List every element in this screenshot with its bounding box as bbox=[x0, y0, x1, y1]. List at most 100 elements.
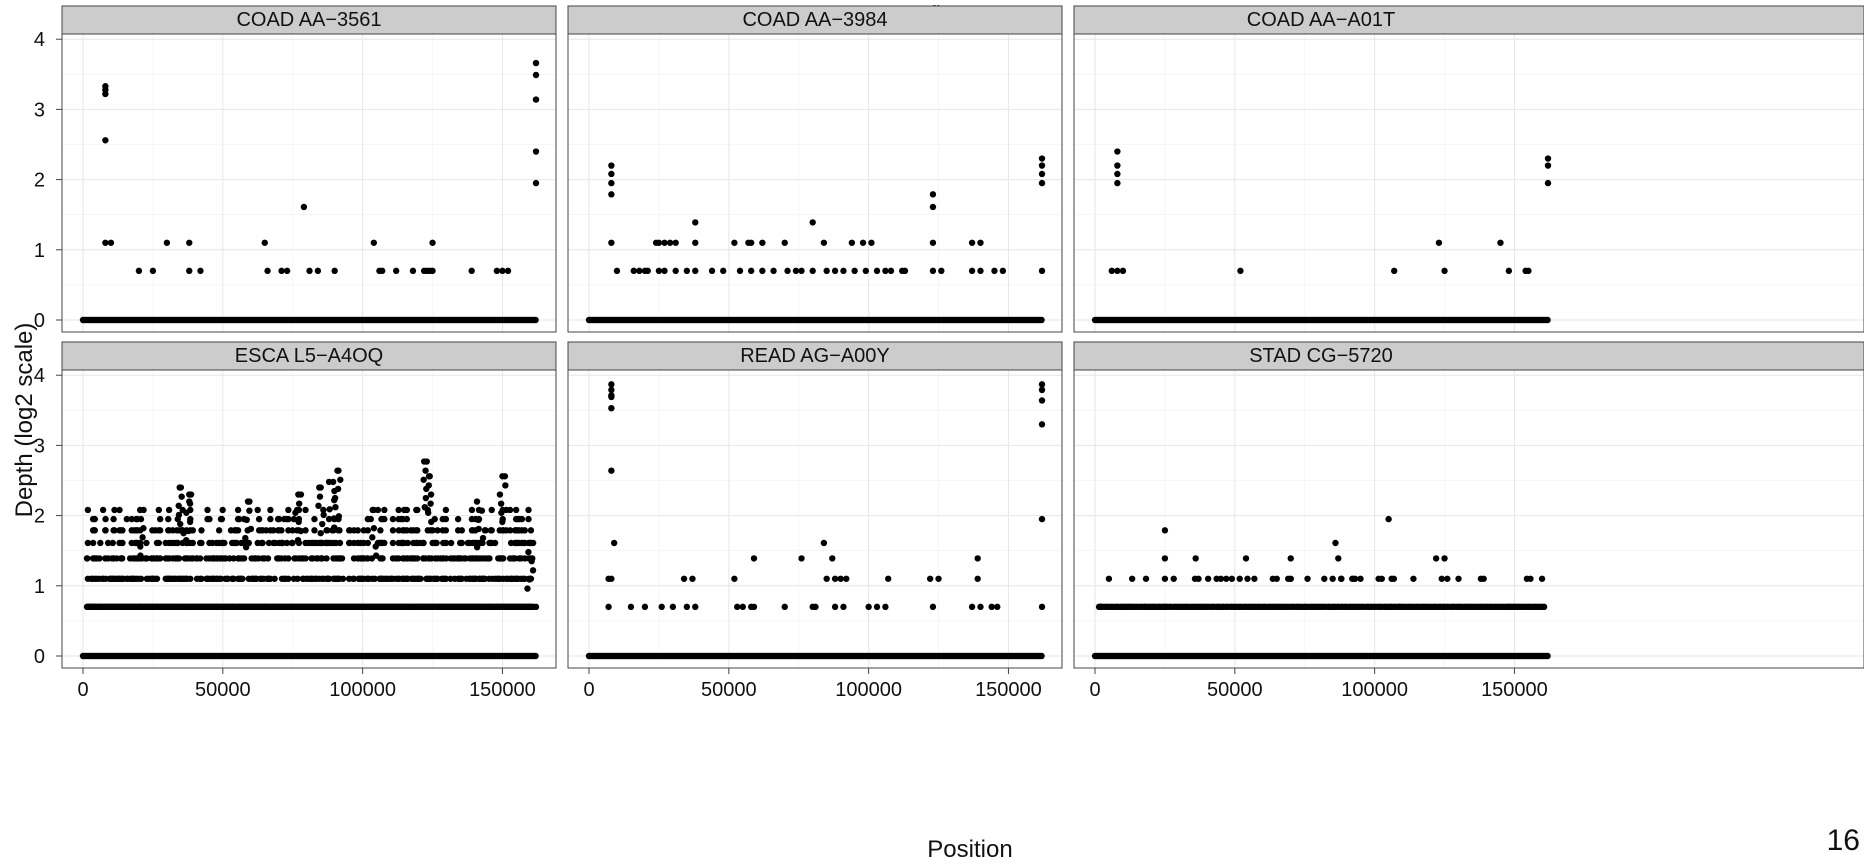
data-point bbox=[605, 603, 612, 611]
data-point bbox=[434, 527, 441, 534]
data-point bbox=[630, 267, 637, 275]
data-point bbox=[243, 516, 250, 524]
data-point bbox=[389, 539, 397, 547]
data-point bbox=[1273, 575, 1280, 582]
data-point bbox=[153, 575, 161, 582]
data-point bbox=[156, 515, 164, 523]
data-point bbox=[414, 555, 421, 562]
data-point bbox=[295, 500, 303, 507]
data-point bbox=[102, 527, 109, 534]
data-point bbox=[991, 267, 998, 275]
data-point bbox=[420, 458, 428, 465]
data-point bbox=[337, 476, 344, 483]
data-point bbox=[335, 513, 343, 520]
data-point bbox=[123, 515, 131, 523]
data-point bbox=[929, 603, 937, 611]
data-point bbox=[475, 525, 482, 533]
y-tick-label: 0 bbox=[34, 310, 45, 332]
data-point bbox=[532, 71, 540, 79]
data-point bbox=[1378, 575, 1385, 582]
data-point bbox=[798, 267, 805, 275]
data-point bbox=[968, 239, 976, 246]
data-point bbox=[422, 467, 429, 474]
data-point bbox=[868, 239, 875, 246]
data-point bbox=[770, 267, 777, 275]
data-point bbox=[110, 515, 117, 523]
data-point bbox=[137, 552, 144, 559]
data-point bbox=[521, 527, 528, 534]
data-point bbox=[198, 539, 205, 547]
data-point bbox=[500, 555, 507, 562]
data-point bbox=[929, 203, 937, 211]
data-point bbox=[84, 539, 92, 547]
facet-strip-label: COAD AA−3984 bbox=[742, 9, 887, 31]
data-point bbox=[1105, 575, 1113, 582]
data-point bbox=[479, 534, 487, 542]
data-point bbox=[1038, 397, 1046, 404]
data-point bbox=[518, 515, 526, 523]
data-point bbox=[429, 267, 436, 275]
data-point bbox=[1304, 575, 1311, 582]
data-point bbox=[155, 506, 163, 514]
data-point bbox=[428, 518, 435, 526]
data-point bbox=[242, 543, 250, 551]
data-point bbox=[285, 515, 292, 523]
data-point bbox=[1438, 575, 1445, 582]
data-point bbox=[389, 515, 397, 523]
data-point bbox=[692, 267, 699, 275]
facet-border bbox=[567, 33, 1063, 333]
data-point bbox=[1321, 575, 1328, 582]
data-point bbox=[1527, 575, 1534, 582]
data-point bbox=[429, 239, 436, 246]
data-point bbox=[1357, 575, 1364, 582]
data-point bbox=[221, 539, 228, 547]
data-point bbox=[1432, 555, 1440, 562]
data-point bbox=[692, 239, 699, 246]
data-point bbox=[1332, 539, 1339, 547]
data-point bbox=[102, 515, 109, 523]
data-point bbox=[403, 515, 411, 523]
data-point bbox=[1544, 155, 1552, 162]
data-point bbox=[424, 509, 432, 516]
data-point bbox=[156, 527, 164, 534]
data-point bbox=[496, 491, 504, 498]
data-point bbox=[395, 506, 402, 514]
data-point bbox=[285, 555, 292, 562]
data-point bbox=[1511, 603, 1518, 611]
data-point bbox=[731, 239, 738, 246]
x-tick-label: 150000 bbox=[469, 679, 536, 701]
data-point bbox=[331, 524, 338, 531]
x-tick-label: 0 bbox=[77, 679, 88, 701]
data-point bbox=[186, 239, 193, 246]
data-point bbox=[320, 506, 327, 514]
data-point bbox=[666, 239, 674, 246]
data-point bbox=[409, 267, 417, 275]
data-point bbox=[187, 575, 194, 582]
data-point bbox=[1544, 652, 1551, 660]
data-point bbox=[99, 575, 106, 582]
data-point bbox=[102, 239, 109, 246]
data-point bbox=[1192, 555, 1199, 562]
facet-strip-label: ESCA L5−A4OQ bbox=[235, 345, 383, 367]
facet-strip bbox=[1073, 5, 1864, 35]
data-point bbox=[837, 575, 844, 582]
data-point bbox=[532, 179, 540, 187]
x-tick-label: 100000 bbox=[329, 679, 396, 701]
data-point bbox=[1351, 575, 1359, 582]
data-point bbox=[442, 555, 450, 562]
x-axis-title: Position bbox=[927, 836, 1012, 863]
data-point bbox=[331, 267, 338, 275]
data-point bbox=[486, 555, 493, 562]
data-point bbox=[1525, 267, 1532, 275]
data-point bbox=[708, 267, 716, 275]
data-point bbox=[334, 467, 341, 474]
data-point bbox=[163, 239, 171, 246]
data-point bbox=[264, 267, 271, 275]
facet-plot-area bbox=[61, 33, 557, 333]
data-point bbox=[425, 482, 432, 489]
data-point bbox=[720, 267, 727, 275]
facet-strip-label: COAD AA−A01T bbox=[1247, 9, 1395, 31]
data-point bbox=[532, 96, 540, 103]
data-point bbox=[198, 527, 205, 534]
data-point bbox=[189, 539, 197, 547]
